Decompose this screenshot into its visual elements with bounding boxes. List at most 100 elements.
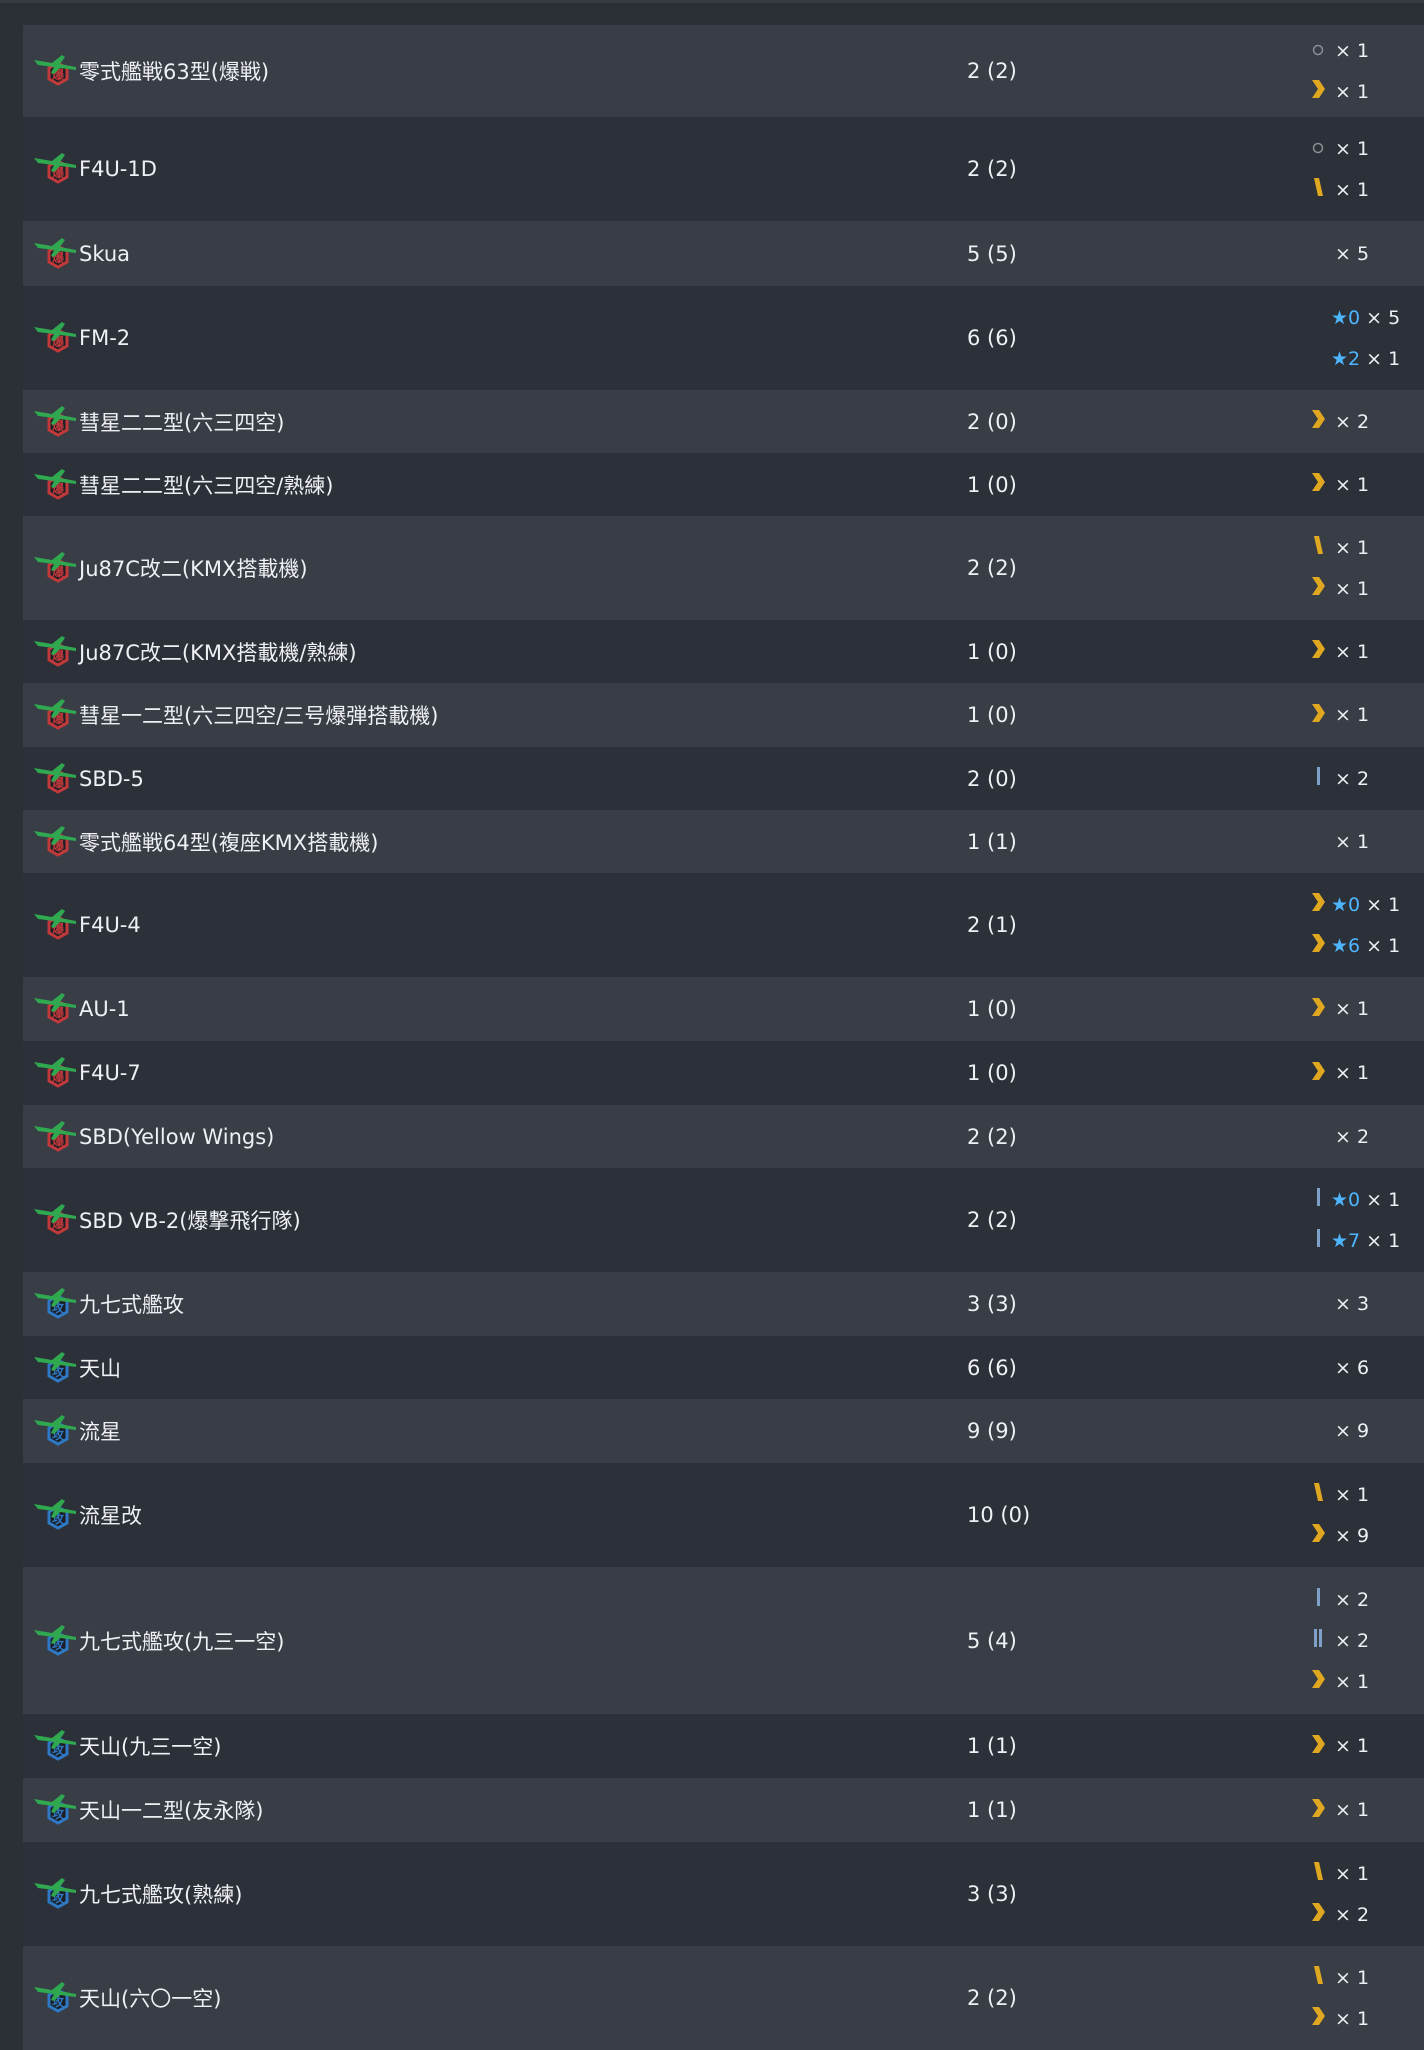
- equipment-count: 1 (0): [967, 997, 1017, 1021]
- improvement-star: ★7: [1331, 1229, 1361, 1252]
- table-row[interactable]: 爆 AU-1 1 (0) × 1: [23, 977, 1424, 1041]
- equipment-name-cell: 攻 九七式艦攻(熟練): [23, 1871, 967, 1917]
- equipment-name: 九七式艦攻: [79, 1293, 184, 1317]
- proficiency-chevron-icon: [1307, 1061, 1329, 1086]
- equipment-name-cell: 爆 Skua: [23, 231, 967, 277]
- proficiency-chevron-icon: [1307, 703, 1329, 728]
- table-row[interactable]: 爆 SBD VB-2(爆撃飛行隊) 2 (2) ★0 × 1 ★7 × 1: [23, 1168, 1424, 1272]
- equipment-name-cell: 攻 九七式艦攻: [23, 1281, 967, 1327]
- equipment-count: 1 (1): [967, 1734, 1017, 1758]
- proficiency-line: × 1: [1307, 821, 1369, 862]
- equipment-name: F4U-1D: [79, 157, 157, 181]
- proficiency-slash-gold-icon: [1307, 535, 1329, 560]
- equipment-name-cell: 爆 FM-2: [23, 315, 967, 361]
- equipment-count: 2 (2): [967, 1124, 1017, 1149]
- proficiency-line: ★2 × 1: [1307, 338, 1400, 379]
- equipment-count: 3 (3): [967, 1882, 1017, 1906]
- proficiency-cell: × 1: [1307, 821, 1369, 862]
- table-row[interactable]: 爆 彗星二二型(六三四空/熟練) 1 (0) × 1: [23, 453, 1424, 516]
- table-row[interactable]: 攻 九七式艦攻(熟練) 3 (3) × 1 × 2: [23, 1842, 1424, 1946]
- table-row[interactable]: 爆 FM-2 6 (6) ★0 × 5 ★2 × 1: [23, 286, 1424, 390]
- proficiency-cell: × 2 × 2 × 1: [1307, 1579, 1369, 1702]
- proficiency-cell: × 5: [1307, 233, 1369, 274]
- proficiency-bar1-icon: [1307, 766, 1329, 791]
- equipment-name: 九七式艦攻(熟練): [79, 1883, 243, 1907]
- proficiency-line: × 1: [1307, 1853, 1369, 1894]
- equipment-name: SBD-5: [79, 766, 144, 791]
- dive-bomber-icon: 爆: [32, 1050, 78, 1096]
- torpedo-bomber-icon: 攻: [32, 1975, 78, 2021]
- equipment-count: 1 (0): [967, 703, 1017, 727]
- proficiency-bar1-icon: [1307, 1187, 1329, 1212]
- proficiency-quantity: × 1: [1335, 1483, 1370, 1506]
- equipment-name: SBD(Yellow Wings): [79, 1124, 275, 1149]
- table-row[interactable]: 爆 Ju87C改二(KMX搭載機) 2 (2) × 1 × 1: [23, 516, 1424, 620]
- proficiency-quantity: × 1: [1335, 2007, 1370, 2030]
- proficiency-cell: × 1: [1307, 631, 1369, 672]
- proficiency-quantity: × 9: [1335, 1420, 1370, 1442]
- proficiency-line: × 1: [1307, 128, 1369, 169]
- proficiency-line: × 2: [1307, 1620, 1369, 1661]
- proficiency-quantity: × 1: [1335, 1862, 1370, 1885]
- equipment-count: 2 (2): [967, 1986, 1017, 2010]
- proficiency-chevron-icon: [1307, 409, 1329, 434]
- equipment-name: Ju87C改二(KMX搭載機/熟練): [79, 640, 357, 665]
- table-row[interactable]: 攻 九七式艦攻 3 (3) × 3: [23, 1272, 1424, 1336]
- equipment-name-cell: 爆 F4U-7: [23, 1050, 967, 1096]
- proficiency-quantity: × 1: [1335, 473, 1370, 496]
- table-row[interactable]: 爆 F4U-7 1 (0) × 1: [23, 1041, 1424, 1105]
- equipment-name-cell: 爆 Ju87C改二(KMX搭載機): [23, 545, 967, 591]
- proficiency-quantity: × 2: [1335, 1588, 1370, 1611]
- table-row[interactable]: 爆 F4U-4 2 (1) ★0 × 1 ★6 × 1: [23, 873, 1424, 977]
- table-row[interactable]: 爆 Ju87C改二(KMX搭載機/熟練) 1 (0) × 1: [23, 620, 1424, 683]
- proficiency-cell: × 1 × 1: [1307, 128, 1369, 210]
- dive-bomber-icon: 爆: [32, 902, 78, 948]
- equipment-name-cell: 攻 流星: [23, 1408, 967, 1454]
- equipment-name: 彗星二二型(六三四空/熟練): [79, 473, 334, 498]
- table-row[interactable]: 攻 天山(六〇一空) 2 (2) × 1 × 1: [23, 1946, 1424, 2050]
- proficiency-quantity: × 1: [1366, 1229, 1401, 1252]
- table-row[interactable]: 攻 天山 6 (6) × 6: [23, 1336, 1424, 1399]
- proficiency-quantity: × 1: [1335, 1966, 1370, 1989]
- proficiency-chevron-icon: [1307, 79, 1329, 104]
- torpedo-bomber-icon: 攻: [32, 1787, 78, 1833]
- equipment-name-cell: 攻 天山: [23, 1345, 967, 1391]
- proficiency-quantity: × 3: [1335, 1293, 1370, 1315]
- proficiency-chevron-icon: [1307, 1798, 1329, 1823]
- proficiency-chevron-icon: [1307, 1902, 1329, 1927]
- table-row[interactable]: 攻 天山(九三一空) 1 (1) × 1: [23, 1714, 1424, 1778]
- table-row[interactable]: 爆 Skua 5 (5) × 5: [23, 221, 1424, 286]
- proficiency-slash-gold-icon: [1307, 1482, 1329, 1507]
- table-row[interactable]: 爆 彗星二二型(六三四空) 2 (0) × 2: [23, 390, 1424, 453]
- table-row[interactable]: 爆 彗星一二型(六三四空/三号爆弾搭載機) 1 (0) × 1: [23, 683, 1424, 747]
- proficiency-line: × 1: [1307, 695, 1369, 736]
- equipment-name: SBD VB-2(爆撃飛行隊): [79, 1209, 301, 1233]
- table-row[interactable]: 爆 零式艦戦63型(爆戦) 2 (2) × 1 × 1: [23, 25, 1424, 117]
- dive-bomber-icon: 爆: [32, 545, 78, 591]
- equipment-name-cell: 爆 零式艦戦64型(複座KMX搭載機): [23, 819, 967, 865]
- table-row[interactable]: 攻 天山一二型(友永隊) 1 (1) × 1: [23, 1778, 1424, 1842]
- table-row[interactable]: 攻 九七式艦攻(九三一空) 5 (4) × 2 × 2 × 1: [23, 1567, 1424, 1714]
- table-row[interactable]: 爆 零式艦戦64型(複座KMX搭載機) 1 (1) × 1: [23, 810, 1424, 873]
- table-row[interactable]: 爆 F4U-1D 2 (2) × 1 × 1: [23, 117, 1424, 221]
- improvement-star: ★0: [1331, 306, 1361, 329]
- proficiency-line: ★0 × 5: [1307, 297, 1400, 338]
- proficiency-quantity: × 1: [1335, 704, 1370, 726]
- table-row[interactable]: 攻 流星 9 (9) × 9: [23, 1399, 1424, 1463]
- equipment-name: 九七式艦攻(九三一空): [79, 1629, 285, 1654]
- proficiency-line: × 1: [1307, 1726, 1369, 1767]
- proficiency-cell: × 6: [1307, 1347, 1369, 1388]
- proficiency-quantity: × 5: [1335, 242, 1370, 265]
- equipment-name: 零式艦戦64型(複座KMX搭載機): [79, 830, 379, 855]
- proficiency-chevron-icon: [1307, 472, 1329, 497]
- table-row[interactable]: 爆 SBD-5 2 (0) × 2: [23, 747, 1424, 810]
- equipment-name: Ju87C改二(KMX搭載機): [79, 557, 308, 581]
- proficiency-line: × 1: [1307, 1661, 1369, 1702]
- table-row[interactable]: 爆 SBD(Yellow Wings) 2 (2) × 2: [23, 1105, 1424, 1168]
- proficiency-chevron-icon: [1307, 1523, 1329, 1548]
- proficiency-quantity: × 1: [1335, 1670, 1370, 1693]
- table-row[interactable]: 攻 流星改 10 (0) × 1 × 9: [23, 1463, 1424, 1567]
- proficiency-chevron-icon: [1307, 1669, 1329, 1694]
- proficiency-line: × 1: [1307, 989, 1369, 1030]
- proficiency-quantity: × 1: [1335, 536, 1370, 559]
